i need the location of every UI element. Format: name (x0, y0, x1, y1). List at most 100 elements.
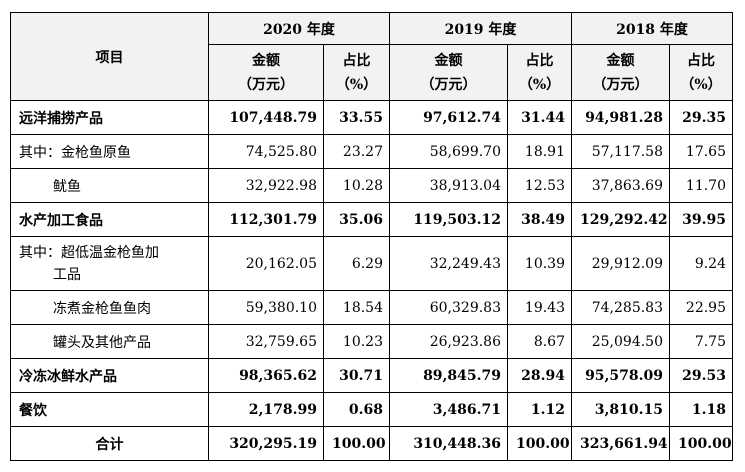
amount-cell: 74,525.80 (208, 134, 324, 169)
total-row: 合计 320,295.19 100.00 310,448.36 100.00 3… (10, 426, 733, 461)
year-header-2019: 2019 年度 (389, 12, 572, 45)
ratio-cell: 8.67 (507, 324, 572, 359)
ratio-cell: 6.29 (323, 236, 390, 291)
ratio-cell: 12.53 (507, 168, 572, 203)
row-label: 餐饮 (10, 392, 209, 427)
row-label-line2: 工品 (53, 266, 81, 283)
ratio-header-line1: 占比 (525, 52, 554, 69)
amount-cell: 94,981.28 (571, 100, 670, 135)
row-label: 其中：超低温金枪鱼加 工品 (10, 236, 209, 291)
ratio-cell: 100.00 (323, 426, 390, 461)
row-label: 冻煮金枪鱼鱼肉 (10, 290, 209, 325)
ratio-cell: 100.00 (669, 426, 733, 461)
amount-cell: 29,912.09 (571, 236, 670, 291)
ratio-cell: 10.28 (323, 168, 390, 203)
ratio-cell: 22.95 (669, 290, 733, 325)
amount-cell: 26,923.86 (389, 324, 508, 359)
amount-header-line1: 金额 (606, 52, 635, 69)
amount-header-line2: （万元） (592, 76, 649, 93)
amount-cell: 37,863.69 (571, 168, 670, 203)
ratio-header-line2: （%） (680, 76, 722, 93)
amount-cell: 58,699.70 (389, 134, 508, 169)
row-label: 水产加工食品 (10, 202, 209, 237)
amount-cell: 97,612.74 (389, 100, 508, 135)
amount-cell: 60,329.83 (389, 290, 508, 325)
amount-cell: 59,380.10 (208, 290, 324, 325)
ratio-cell: 100.00 (507, 426, 572, 461)
ratio-cell: 7.75 (669, 324, 733, 359)
ratio-cell: 1.12 (507, 392, 572, 427)
row-label: 其中：金枪鱼原鱼 (10, 134, 209, 169)
amount-cell: 25,094.50 (571, 324, 670, 359)
amount-header: 金额 （万元） (571, 44, 670, 101)
amount-cell: 38,913.04 (389, 168, 508, 203)
ratio-header: 占比 （%） (507, 44, 572, 101)
ratio-cell: 30.71 (323, 358, 390, 393)
ratio-header-line2: （%） (518, 76, 561, 93)
amount-cell: 32,249.43 (389, 236, 508, 291)
table-row: 其中：金枪鱼原鱼 74,525.80 23.27 58,699.70 18.91… (10, 134, 733, 169)
amount-cell: 2,178.99 (208, 392, 324, 427)
ratio-cell: 28.94 (507, 358, 572, 393)
ratio-cell: 38.49 (507, 202, 572, 237)
amount-cell: 119,503.12 (389, 202, 508, 237)
amount-cell: 310,448.36 (389, 426, 508, 461)
ratio-cell: 18.54 (323, 290, 390, 325)
ratio-cell: 17.65 (669, 134, 733, 169)
ratio-cell: 10.23 (323, 324, 390, 359)
amount-cell: 98,365.62 (208, 358, 324, 393)
amount-cell: 3,486.71 (389, 392, 508, 427)
amount-cell: 32,759.65 (208, 324, 324, 359)
row-label: 冷冻冰鲜水产品 (10, 358, 209, 393)
amount-cell: 107,448.79 (208, 100, 324, 135)
ratio-cell: 1.18 (669, 392, 733, 427)
ratio-cell: 10.39 (507, 236, 572, 291)
ratio-header: 占比 （%） (323, 44, 390, 101)
ratio-cell: 23.27 (323, 134, 390, 169)
ratio-cell: 18.91 (507, 134, 572, 169)
ratio-cell: 19.43 (507, 290, 572, 325)
amount-cell: 89,845.79 (389, 358, 508, 393)
amount-header-line1: 金额 (252, 52, 280, 69)
amount-cell: 112,301.79 (208, 202, 324, 237)
amount-header: 金额 （万元） (208, 44, 324, 101)
table-row: 远洋捕捞产品 107,448.79 33.55 97,612.74 31.44 … (10, 100, 733, 135)
ratio-header: 占比 （%） (669, 44, 733, 101)
amount-cell: 74,285.83 (571, 290, 670, 325)
year-header-2018: 2018 年度 (571, 12, 733, 45)
table-row: 鱿鱼 32,922.98 10.28 38,913.04 12.53 37,86… (10, 168, 733, 203)
amount-header: 金额 （万元） (389, 44, 508, 101)
row-label: 鱿鱼 (10, 168, 209, 203)
amount-cell: 3,810.15 (571, 392, 670, 427)
amount-header-line2: （万元） (420, 76, 477, 93)
amount-cell: 20,162.05 (208, 236, 324, 291)
ratio-cell: 39.95 (669, 202, 733, 237)
item-header: 项目 (10, 12, 209, 101)
ratio-header-line1: 占比 (687, 52, 715, 69)
ratio-cell: 35.06 (323, 202, 390, 237)
table-row: 冻煮金枪鱼鱼肉 59,380.10 18.54 60,329.83 19.43 … (10, 290, 733, 325)
amount-header-line2: （万元） (238, 76, 294, 93)
amount-cell: 32,922.98 (208, 168, 324, 203)
ratio-header-line2: （%） (335, 76, 378, 93)
ratio-cell: 29.53 (669, 358, 733, 393)
ratio-cell: 9.24 (669, 236, 733, 291)
table-row: 罐头及其他产品 32,759.65 10.23 26,923.86 8.67 2… (10, 324, 733, 359)
ratio-cell: 33.55 (323, 100, 390, 135)
table-row: 水产加工食品 112,301.79 35.06 119,503.12 38.49… (10, 202, 733, 237)
total-label: 合计 (10, 426, 209, 461)
row-label-line1: 其中：超低温金枪鱼加 (19, 244, 159, 261)
table-row: 其中：超低温金枪鱼加 工品 20,162.05 6.29 32,249.43 1… (10, 236, 733, 291)
ratio-cell: 0.68 (323, 392, 390, 427)
amount-cell: 323,661.94 (571, 426, 670, 461)
ratio-cell: 11.70 (669, 168, 733, 203)
ratio-cell: 29.35 (669, 100, 733, 135)
ratio-cell: 31.44 (507, 100, 572, 135)
amount-cell: 320,295.19 (208, 426, 324, 461)
amount-cell: 57,117.58 (571, 134, 670, 169)
amount-header-line1: 金额 (434, 52, 463, 69)
row-label: 罐头及其他产品 (10, 324, 209, 359)
table-row: 冷冻冰鲜水产品 98,365.62 30.71 89,845.79 28.94 … (10, 358, 733, 393)
revenue-table: 项目 2020 年度 2019 年度 2018 年度 金额 （万元） 占比 （%… (10, 12, 733, 461)
row-label: 远洋捕捞产品 (10, 100, 209, 135)
